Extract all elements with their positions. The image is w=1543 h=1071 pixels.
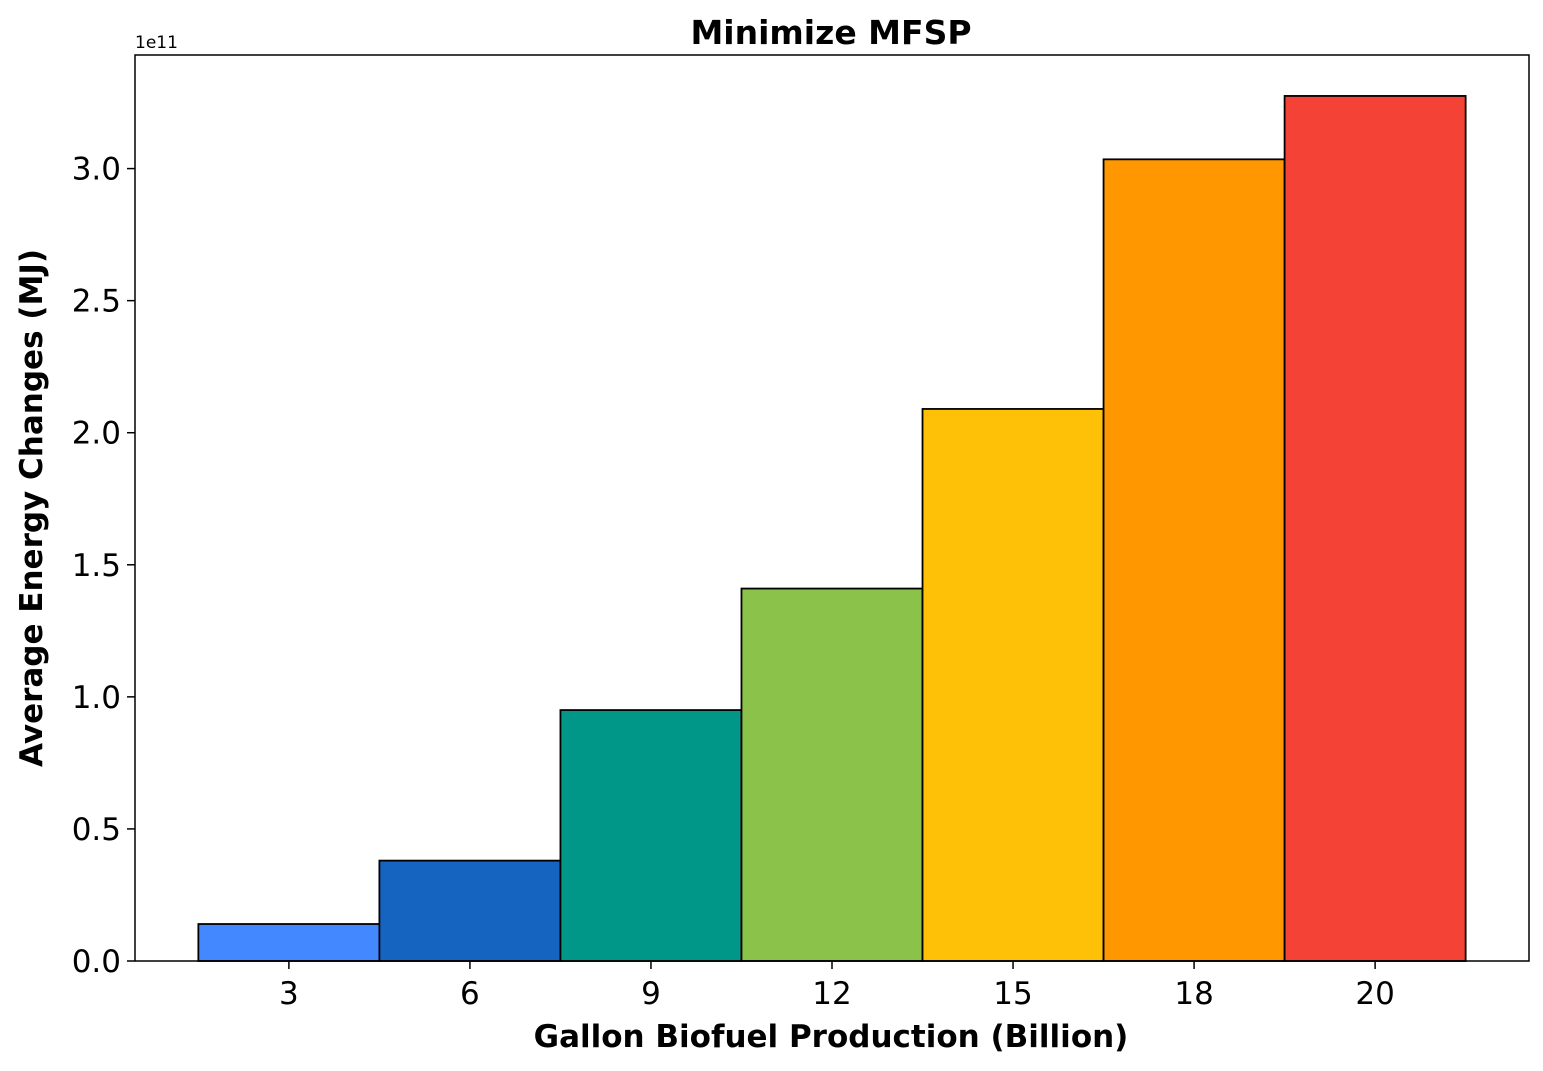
bar-20 — [1283, 95, 1467, 962]
y-tick-label: 3.0 — [72, 152, 121, 188]
bars-group — [197, 95, 1467, 962]
bar-18 — [1102, 158, 1286, 962]
y-tick-label: 2.5 — [72, 284, 121, 320]
x-tick-label: 15 — [993, 976, 1032, 1012]
x-axis-ticks: 3 6 9 12 15 18 20 — [279, 961, 1395, 1012]
x-tick-label: 6 — [460, 976, 480, 1012]
x-tick-label: 9 — [641, 976, 661, 1012]
x-axis-label: Gallon Biofuel Production (Billion) — [534, 1019, 1129, 1055]
x-tick-label: 18 — [1174, 976, 1213, 1012]
x-tick-label: 12 — [812, 976, 851, 1012]
y-axis-ticks: 0.0 0.5 1.0 1.5 2.0 2.5 3.0 — [72, 152, 135, 980]
bar-9 — [559, 709, 743, 962]
y-tick-label: 1.0 — [72, 680, 121, 716]
bar-6 — [378, 859, 562, 962]
x-tick-label: 3 — [279, 976, 299, 1012]
bar-3 — [197, 923, 381, 962]
y-tick-label: 0.5 — [72, 812, 121, 848]
x-tick-label: 20 — [1355, 976, 1394, 1012]
y-tick-label: 0.0 — [72, 944, 121, 980]
y-tick-label: 2.0 — [72, 416, 121, 452]
y-tick-label: 1.5 — [72, 548, 121, 584]
bar-15 — [921, 408, 1105, 962]
y-axis-offset-label: 1e11 — [135, 33, 178, 53]
chart-title: Minimize MFSP — [690, 13, 971, 52]
bar-12 — [740, 587, 924, 962]
y-axis-label: Average Energy Changes (MJ) — [14, 249, 50, 767]
